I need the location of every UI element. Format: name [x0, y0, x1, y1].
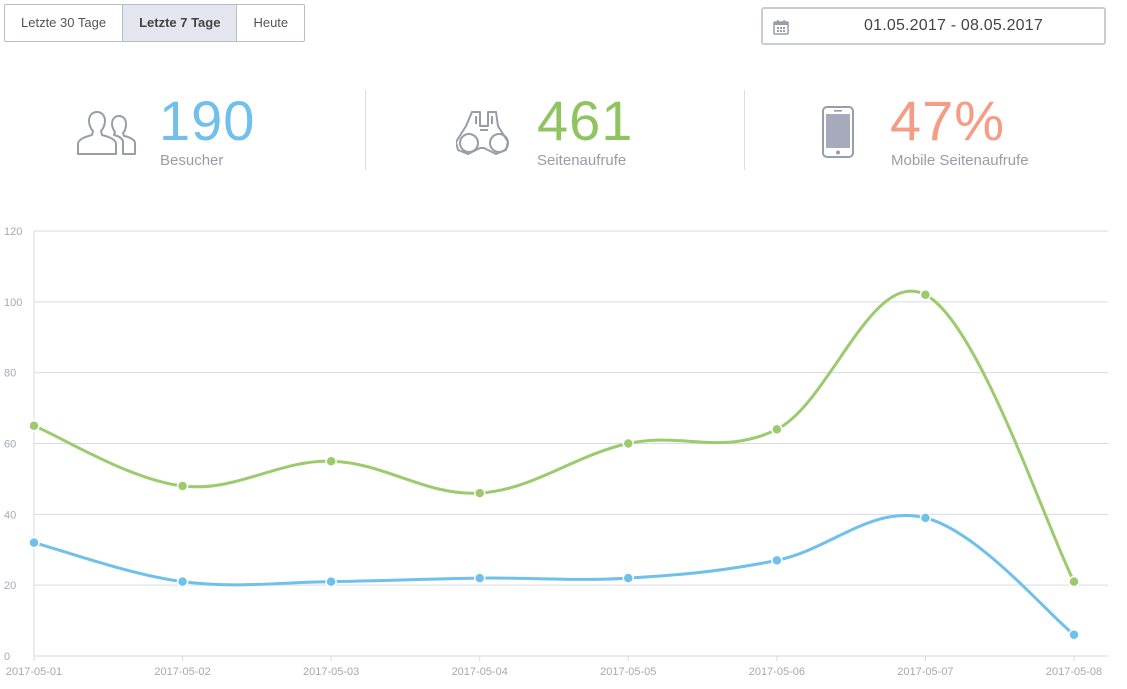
data-point — [1068, 575, 1080, 588]
x-tick-label: 2017-05-06 — [749, 666, 805, 678]
data-point — [919, 289, 932, 301]
data-point — [622, 572, 635, 584]
kpi-mobile-pageviews: 47% Mobile Seitenaufrufe — [822, 90, 1112, 180]
x-tick-label: 2017-05-05 — [600, 666, 656, 678]
series-line — [32, 289, 1076, 584]
y-tick-label: 20 — [4, 580, 16, 592]
data-point — [176, 480, 189, 492]
kpi-mobile-value: 47% — [890, 89, 1006, 152]
kpi-pageviews: 461 Seitenaufrufe — [456, 90, 726, 180]
data-point — [28, 536, 40, 549]
range-button-30-days[interactable]: Letzte 30 Tage — [5, 5, 124, 41]
kpi-visitors-label: Besucher — [160, 152, 224, 169]
kpi-visitors: 190 Besucher — [75, 90, 345, 180]
kpi-divider — [744, 90, 745, 170]
data-point — [473, 487, 486, 499]
data-point — [28, 420, 40, 432]
date-range-text: 01.05.2017 - 08.05.2017 — [864, 17, 1043, 34]
x-tick-label: 2017-05-02 — [154, 666, 210, 678]
kpi-visitors-value: 190 — [159, 89, 256, 152]
x-tick-label: 2017-05-03 — [303, 666, 359, 678]
data-point — [771, 554, 783, 567]
y-tick-label: 0 — [4, 651, 10, 663]
kpi-mobile-label: Mobile Seitenaufrufe — [891, 152, 1029, 169]
data-point — [919, 512, 932, 524]
data-point — [176, 575, 189, 588]
y-tick-label: 100 — [4, 297, 22, 309]
x-tick-label: 2017-05-04 — [452, 666, 508, 678]
series-line — [32, 513, 1076, 637]
data-point — [325, 575, 337, 588]
mobile-phone-icon — [822, 106, 854, 158]
data-point — [1068, 629, 1080, 641]
kpi-pageviews-label: Seitenaufrufe — [537, 152, 627, 169]
data-point — [771, 423, 783, 436]
kpi-pageviews-value: 461 — [537, 89, 634, 152]
data-point — [622, 437, 635, 450]
date-range-picker[interactable]: 01.05.2017 - 08.05.2017 — [761, 7, 1106, 45]
line-chart: 0 20 40 60 80 100 120 2017-05-01 2017-05-02 2017-… — [4, 226, 1108, 678]
x-tick-label: 2017-05-01 — [6, 666, 62, 678]
calendar-icon — [773, 20, 789, 35]
users-icon — [77, 111, 136, 155]
x-tick-label: 2017-05-07 — [897, 666, 953, 678]
y-tick-label: 80 — [4, 368, 16, 380]
y-tick-label: 40 — [4, 509, 16, 521]
y-tick-label: 60 — [4, 439, 16, 451]
binoculars-icon — [456, 111, 509, 155]
date-range-tabs: Letzte 30 Tage Letzte 7 Tage Heute — [4, 4, 306, 42]
data-point — [473, 572, 486, 584]
data-point — [325, 455, 337, 467]
range-button-today[interactable]: Heute — [253, 15, 289, 30]
kpi-divider — [365, 90, 366, 170]
y-tick-label: 120 — [4, 226, 22, 238]
range-button-7-days[interactable]: Letzte 7 Tage — [123, 5, 238, 41]
x-tick-label: 2017-05-08 — [1046, 666, 1102, 678]
